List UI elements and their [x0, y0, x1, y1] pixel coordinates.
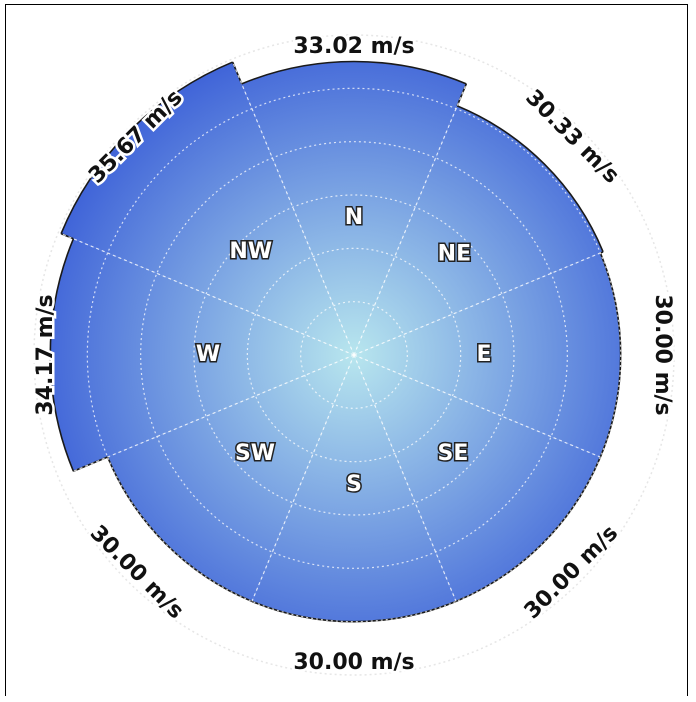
value-label-n: 33.02 m/s: [293, 34, 414, 59]
grid-spoke: [353, 354, 601, 458]
bar-se: [354, 355, 601, 602]
bar-n: [241, 61, 467, 355]
bar-outline-n: [241, 60, 467, 85]
bars-group: [49, 60, 622, 623]
bar-nw: [61, 62, 354, 355]
bar-outline-w: [49, 238, 75, 472]
grid-circle: [86, 87, 622, 623]
direction-label-s: S: [346, 472, 362, 497]
direction-label-sw: SW: [235, 441, 275, 466]
bar-s: [251, 355, 457, 622]
grid-spoke: [353, 83, 467, 356]
grid-spoke: [73, 354, 355, 472]
grid-circle: [140, 141, 568, 569]
value-label-w: 34.17 m/s: [33, 294, 58, 415]
grid-circle: [193, 194, 515, 516]
bar-outline-ne: [456, 105, 604, 253]
grid-circle: [246, 247, 462, 463]
grid-spoke: [251, 354, 355, 602]
direction-label-e: E: [476, 342, 491, 367]
grid-spoke: [353, 251, 604, 356]
grid-spoke: [60, 233, 355, 356]
polar-grid: [60, 61, 622, 623]
direction-labels: N NE E SE S SW W NW: [194, 204, 493, 499]
chart-frame: [5, 4, 688, 696]
outer-range-circle: [33, 34, 675, 676]
direction-label-nw: NW: [229, 239, 272, 264]
value-label-e: 30.00 m/s: [650, 294, 675, 415]
outer-range-ring: [33, 34, 675, 676]
bar-ne: [354, 105, 604, 355]
grid-circle: [300, 301, 408, 409]
grid-spoke: [353, 354, 457, 602]
direction-label-se: SE: [438, 441, 469, 466]
direction-label-w: W: [196, 342, 220, 367]
bar-w: [50, 238, 354, 472]
bar-e: [354, 252, 621, 458]
value-label-s: 30.00 m/s: [293, 650, 414, 675]
grid-spoke: [232, 61, 355, 356]
direction-label-n: N: [345, 205, 363, 230]
bar-outline-nw: [60, 61, 233, 234]
direction-label-ne: NE: [438, 242, 471, 267]
bar-sw: [107, 355, 354, 602]
